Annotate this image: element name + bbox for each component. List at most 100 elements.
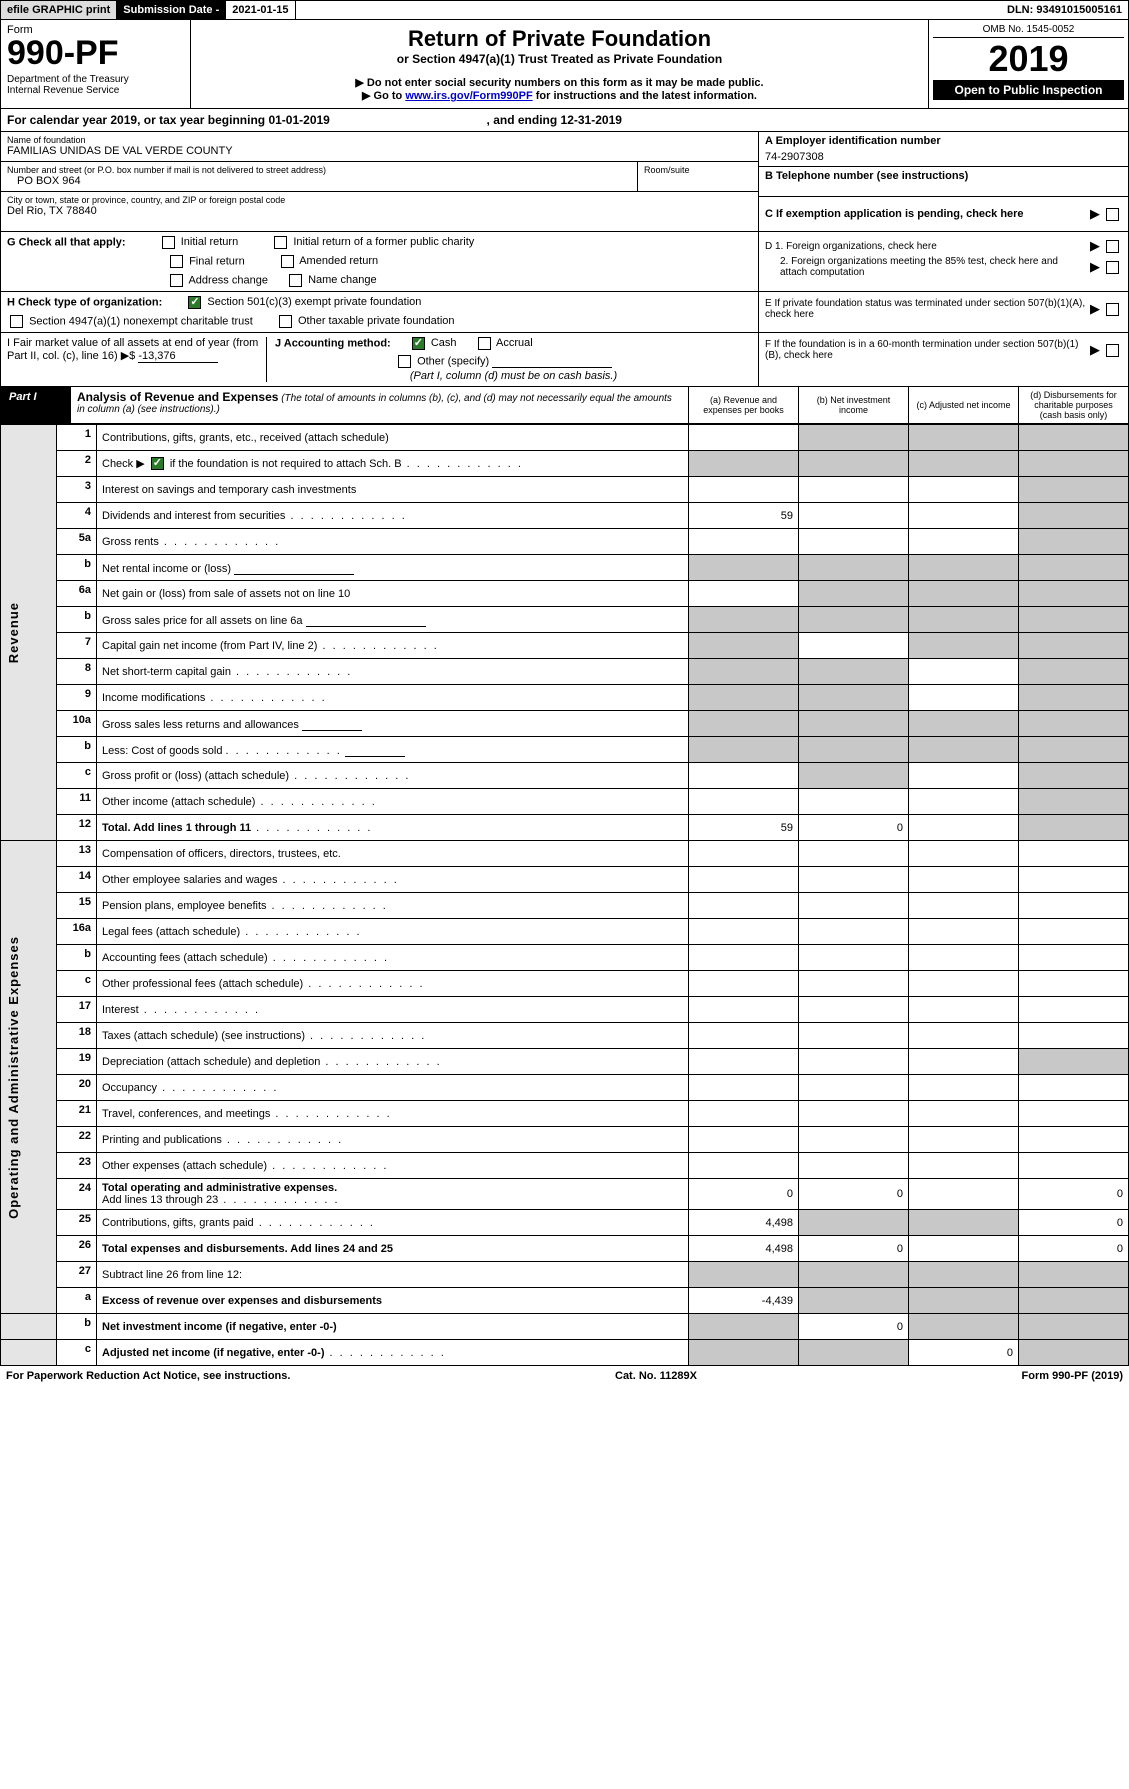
r10b-input[interactable] xyxy=(345,743,405,757)
h-4947-checkbox[interactable] xyxy=(10,315,23,328)
part1-header: Part I Analysis of Revenue and Expenses … xyxy=(0,387,1129,424)
revenue-side-label: Revenue xyxy=(6,602,21,663)
calendar-year-row: For calendar year 2019, or tax year begi… xyxy=(0,109,1129,132)
submission-date: 2021-01-15 xyxy=(226,1,295,19)
instruction-2: ▶ Go to www.irs.gov/Form990PF for instru… xyxy=(197,89,922,102)
arrow-icon: ▶ xyxy=(1090,342,1100,358)
row-1: Contributions, gifts, grants, etc., rece… xyxy=(97,425,689,451)
row-3: Interest on savings and temporary cash i… xyxy=(97,477,689,503)
dept: Department of the Treasury Internal Reve… xyxy=(7,74,184,96)
instruction-1: ▶ Do not enter social security numbers o… xyxy=(197,76,922,89)
info-grid: Name of foundation FAMILIAS UNIDAS DE VA… xyxy=(0,132,1129,232)
r27c-c: 0 xyxy=(909,1340,1019,1366)
header-right: OMB No. 1545-0052 2019 Open to Public In… xyxy=(928,20,1128,108)
top-bar: efile GRAPHIC print Submission Date - 20… xyxy=(0,0,1129,20)
g-address-checkbox[interactable] xyxy=(170,274,183,287)
f-checkbox[interactable] xyxy=(1106,344,1119,357)
r12-a: 59 xyxy=(689,815,799,841)
g-name-checkbox[interactable] xyxy=(289,274,302,287)
i-label: I Fair market value of all assets at end… xyxy=(7,337,258,362)
g-initial-checkbox[interactable] xyxy=(162,236,175,249)
footer-mid: Cat. No. 11289X xyxy=(290,1370,1021,1382)
foundation-name-cell: Name of foundation FAMILIAS UNIDAS DE VA… xyxy=(1,132,758,162)
j-other-checkbox[interactable] xyxy=(398,355,411,368)
row-6a: Net gain or (loss) from sale of assets n… xyxy=(97,581,689,607)
r5b-input[interactable] xyxy=(234,561,354,575)
row-6b: Gross sales price for all assets on line… xyxy=(97,607,689,633)
row-10b: Less: Cost of goods sold xyxy=(97,737,689,763)
schb-checkbox[interactable] xyxy=(151,457,164,470)
tax-year: 2019 xyxy=(933,38,1124,80)
g-final-checkbox[interactable] xyxy=(170,255,183,268)
j-cash-checkbox[interactable] xyxy=(412,337,425,350)
row-19: Depreciation (attach schedule) and deple… xyxy=(97,1049,689,1075)
d2-checkbox[interactable] xyxy=(1106,261,1119,274)
g-initial-former-checkbox[interactable] xyxy=(274,236,287,249)
row-8: Net short-term capital gain xyxy=(97,659,689,685)
d1-checkbox[interactable] xyxy=(1106,240,1119,253)
col-d: (d) Disbursements for charitable purpose… xyxy=(1018,387,1128,423)
e-label: E If private foundation status was termi… xyxy=(765,298,1087,320)
row-15: Pension plans, employee benefits xyxy=(97,893,689,919)
arrow-icon: ▶ xyxy=(1090,238,1100,254)
r12-b: 0 xyxy=(799,815,909,841)
omb-number: OMB No. 1545-0052 xyxy=(933,24,1124,38)
section-h: H Check type of organization: Section 50… xyxy=(0,292,1129,333)
row-24: Total operating and administrative expen… xyxy=(97,1179,689,1210)
r4-col-a: 59 xyxy=(689,503,799,529)
ein: 74-2907308 xyxy=(765,151,1122,163)
col-a: (a) Revenue and expenses per books xyxy=(688,387,798,423)
row-27: Subtract line 26 from line 12: xyxy=(97,1262,689,1288)
r25-d: 0 xyxy=(1019,1210,1129,1236)
row-11: Other income (attach schedule) xyxy=(97,789,689,815)
expenses-side-label: Operating and Administrative Expenses xyxy=(6,936,21,1219)
row-2: Check ▶ if the foundation is not require… xyxy=(97,451,689,477)
row-26: Total expenses and disbursements. Add li… xyxy=(97,1236,689,1262)
submission-date-label: Submission Date - xyxy=(117,1,226,19)
form-title: Return of Private Foundation xyxy=(197,26,922,52)
footer: For Paperwork Reduction Act Notice, see … xyxy=(0,1366,1129,1386)
r10a-input[interactable] xyxy=(302,717,362,731)
e-checkbox[interactable] xyxy=(1106,303,1119,316)
arrow-icon: ▶ xyxy=(1090,301,1100,317)
r24-a: 0 xyxy=(689,1179,799,1210)
row-16b: Accounting fees (attach schedule) xyxy=(97,945,689,971)
r24-b: 0 xyxy=(799,1179,909,1210)
part1-label: Part I xyxy=(1,387,71,423)
h-other-checkbox[interactable] xyxy=(279,315,292,328)
form-header: Form 990-PF Department of the Treasury I… xyxy=(0,20,1129,109)
h-label: H Check type of organization: xyxy=(7,296,162,308)
c-checkbox[interactable] xyxy=(1106,208,1119,221)
c-row: C If exemption application is pending, c… xyxy=(759,199,1128,229)
j-note: (Part I, column (d) must be on cash basi… xyxy=(275,370,752,382)
column-headers: (a) Revenue and expenses per books (b) N… xyxy=(688,387,1128,423)
efile-label[interactable]: efile GRAPHIC print xyxy=(1,1,117,19)
revenue-expense-table: Revenue 1Contributions, gifts, grants, e… xyxy=(0,424,1129,1366)
address-row: Number and street (or P.O. box number if… xyxy=(1,162,758,192)
g-label: G Check all that apply: xyxy=(7,236,126,248)
j-accrual-checkbox[interactable] xyxy=(478,337,491,350)
row-16a: Legal fees (attach schedule) xyxy=(97,919,689,945)
g-amended-checkbox[interactable] xyxy=(281,255,294,268)
row-21: Travel, conferences, and meetings xyxy=(97,1101,689,1127)
d2-label: 2. Foreign organizations meeting the 85%… xyxy=(765,256,1087,278)
row-27a: Excess of revenue over expenses and disb… xyxy=(97,1288,689,1314)
info-left: Name of foundation FAMILIAS UNIDAS DE VA… xyxy=(1,132,758,231)
j-label: J Accounting method: xyxy=(275,337,391,349)
r6b-input[interactable] xyxy=(306,613,426,627)
form-subtitle: or Section 4947(a)(1) Trust Treated as P… xyxy=(197,52,922,66)
col-b: (b) Net investment income xyxy=(798,387,908,423)
j-other-input[interactable] xyxy=(492,354,612,368)
header-mid: Return of Private Foundation or Section … xyxy=(191,20,928,108)
h-501c3-checkbox[interactable] xyxy=(188,296,201,309)
phone-cell: B Telephone number (see instructions) xyxy=(759,167,1128,197)
col-c: (c) Adjusted net income xyxy=(908,387,1018,423)
d1-label: D 1. Foreign organizations, check here xyxy=(765,241,1087,252)
address: PO BOX 964 xyxy=(7,175,631,187)
form-number: 990-PF xyxy=(7,36,184,70)
row-22: Printing and publications xyxy=(97,1127,689,1153)
r26-a: 4,498 xyxy=(689,1236,799,1262)
row-25: Contributions, gifts, grants paid xyxy=(97,1210,689,1236)
r27a-a: -4,439 xyxy=(689,1288,799,1314)
irs-link[interactable]: www.irs.gov/Form990PF xyxy=(405,90,532,102)
